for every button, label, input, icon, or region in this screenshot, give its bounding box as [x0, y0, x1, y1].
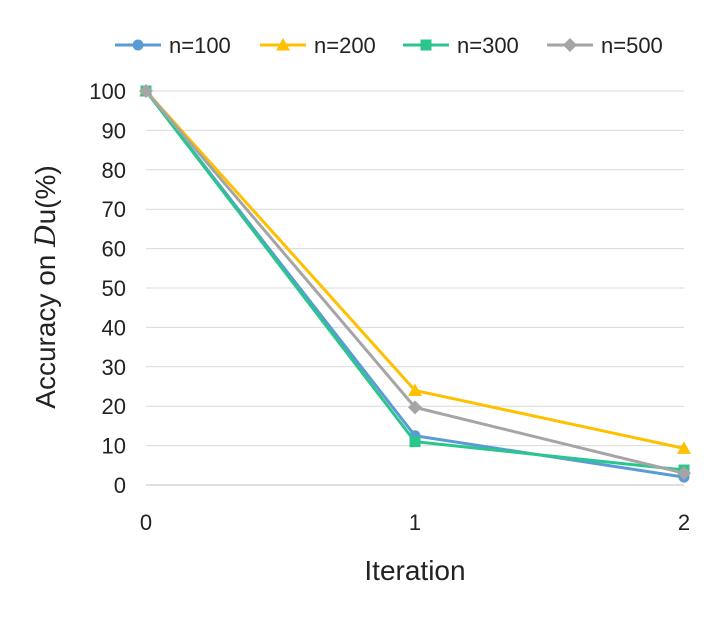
y-axis-title: Accuracy on Du(%): [29, 165, 62, 408]
x-axis-title: Iteration: [364, 555, 465, 586]
y-tick-label-100: 100: [89, 79, 126, 104]
data-point-n500-x0: [139, 84, 153, 98]
series-n100: [140, 85, 690, 483]
legend: n=100 n=200 n=300 n=500: [115, 33, 663, 58]
series-n500: [139, 84, 691, 481]
x-tick-label-1: 1: [409, 510, 421, 535]
x-tick-label-0: 0: [140, 510, 152, 535]
data-point-n200-x1: [408, 383, 422, 396]
legend-label-n200: n=200: [314, 33, 376, 58]
data-point-n200-x2: [677, 441, 691, 454]
legend-label-n500: n=500: [601, 33, 663, 58]
y-tick-label-70: 70: [102, 197, 126, 222]
series-n300: [140, 85, 690, 476]
legend-marker-n200: [276, 38, 290, 51]
legend-marker-n300: [420, 39, 432, 51]
y-tick-label-90: 90: [102, 118, 126, 143]
legend-marker-n500: [563, 38, 577, 52]
y-tick-label-60: 60: [102, 237, 126, 262]
legend-item-n100: n=100: [115, 33, 231, 58]
legend-label-n300: n=300: [457, 33, 519, 58]
gridlines: [146, 90, 684, 486]
legend-item-n300: n=300: [403, 33, 519, 58]
data-point-n500-x1: [408, 400, 422, 415]
data-point-n300-x1: [409, 436, 421, 448]
legend-item-n200: n=200: [260, 33, 376, 58]
series-lines: [139, 84, 691, 483]
y-axis-title-prefix: Accuracy on: [30, 247, 61, 409]
series-line-n100: [144, 89, 686, 479]
y-tick-label-50: 50: [102, 276, 126, 301]
series-n200: [139, 84, 691, 454]
legend-marker-n100: [132, 39, 144, 51]
data-point-n500-x2: [677, 466, 691, 481]
legend-item-n500: n=500: [547, 33, 663, 58]
y-tick-label-0: 0: [114, 473, 126, 498]
x-axis-ticks: 0 1 2: [140, 510, 690, 535]
x-tick-label-2: 2: [678, 510, 690, 535]
legend-label-n100: n=100: [169, 33, 231, 58]
series-line-n500: [144, 89, 686, 475]
y-tick-label-10: 10: [102, 434, 126, 459]
y-tick-label-40: 40: [102, 315, 126, 340]
y-axis-ticks: 0 10 20 30 40 50 60 70 80 90 100: [89, 79, 126, 498]
y-tick-label-20: 20: [102, 394, 126, 419]
y-tick-label-80: 80: [102, 158, 126, 183]
y-axis-title-symbol: D: [29, 224, 62, 247]
y-axis-title-suffix: u(%): [30, 165, 61, 224]
y-tick-label-30: 30: [102, 355, 126, 380]
